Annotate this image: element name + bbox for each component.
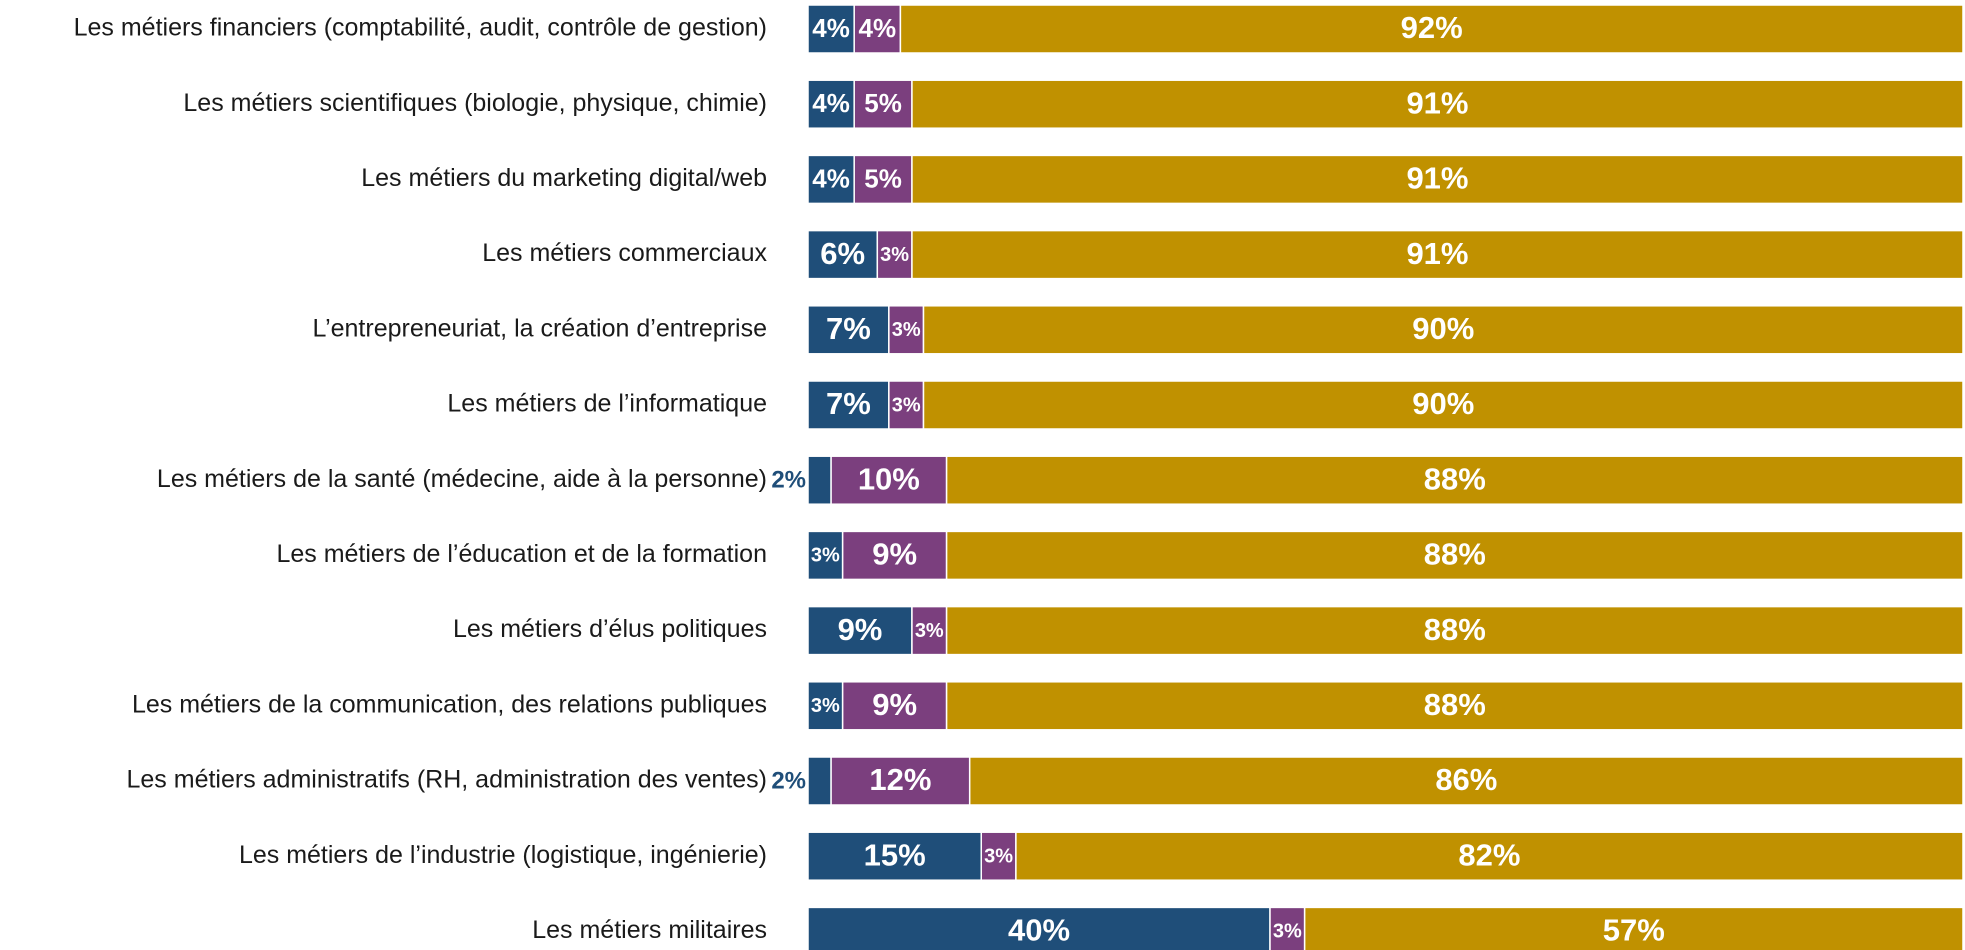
value-label: 10% xyxy=(858,461,920,496)
category-label: Les métiers financiers (comptabilité, au… xyxy=(74,14,767,42)
value-label: 5% xyxy=(864,88,902,118)
bar-segment xyxy=(945,530,1964,581)
value-label: 6% xyxy=(820,236,865,271)
bar-segment xyxy=(807,681,844,731)
category-label: Les métiers de la santé (médecine, aide … xyxy=(157,465,767,493)
bar-segment xyxy=(807,154,855,205)
value-label: 5% xyxy=(864,163,902,193)
value-label: 7% xyxy=(826,311,871,346)
category-label: Les métiers du marketing digital/web xyxy=(361,164,767,192)
value-label: 3% xyxy=(811,695,840,717)
value-label: 88% xyxy=(1424,537,1486,572)
value-label: 88% xyxy=(1424,461,1486,496)
category-label: Les métiers de l’informatique xyxy=(447,390,767,418)
value-label: 3% xyxy=(892,319,921,341)
bar-segment xyxy=(911,229,1964,280)
bar-segment xyxy=(911,79,1964,129)
bar-segment xyxy=(853,154,913,205)
bar-segment xyxy=(922,305,1964,355)
value-label: 82% xyxy=(1458,837,1520,872)
category-label: Les métiers de l’industrie (logistique, … xyxy=(239,841,767,869)
value-label: 9% xyxy=(872,687,917,722)
value-label: 3% xyxy=(984,845,1013,867)
bar-segment xyxy=(911,154,1964,205)
value-label: 91% xyxy=(1406,85,1468,120)
value-label: 12% xyxy=(869,762,931,797)
bar-segment xyxy=(807,906,1271,950)
value-label: 4% xyxy=(859,13,897,43)
bar-segment xyxy=(1015,831,1964,881)
bar-segment xyxy=(841,530,948,581)
value-label: 3% xyxy=(1273,921,1302,943)
bar-segment xyxy=(888,380,925,430)
bar-segment xyxy=(807,4,855,54)
value-label: 2% xyxy=(771,467,806,494)
value-label: 92% xyxy=(1401,10,1463,45)
bar-segment xyxy=(911,605,948,656)
category-label: Les métiers commerciaux xyxy=(482,239,767,267)
bar-segment xyxy=(807,380,890,430)
bar-segment xyxy=(1269,906,1306,950)
bar-segment xyxy=(888,305,925,355)
value-label: 4% xyxy=(812,88,850,118)
bar-segment xyxy=(807,455,832,505)
value-label: 3% xyxy=(892,394,921,416)
value-label: 3% xyxy=(880,244,909,266)
bar-segment xyxy=(807,756,832,806)
category-label: Les métiers d’élus politiques xyxy=(453,615,767,643)
bar-segment xyxy=(807,530,844,581)
value-label: 3% xyxy=(915,620,944,642)
bar-segment xyxy=(807,229,879,280)
value-label: 88% xyxy=(1424,687,1486,722)
bar-segment xyxy=(830,455,948,505)
value-label: 57% xyxy=(1603,913,1665,948)
category-label: L’entrepreneuriat, la création d’entrepr… xyxy=(313,314,767,342)
category-label: Les métiers de l’éducation et de la form… xyxy=(276,540,767,568)
value-label: 90% xyxy=(1412,386,1474,421)
category-label: Les métiers de la communication, des rel… xyxy=(132,690,767,718)
value-label: 40% xyxy=(1008,913,1070,948)
value-label: 4% xyxy=(812,13,850,43)
bar-segment xyxy=(853,79,913,129)
value-label: 88% xyxy=(1424,612,1486,647)
value-label: 4% xyxy=(812,163,850,193)
value-label: 9% xyxy=(872,537,917,572)
category-label: Les métiers administratifs (RH, administ… xyxy=(126,766,767,794)
bar-segment xyxy=(922,380,1964,430)
bar-segment xyxy=(841,681,948,731)
value-label: 91% xyxy=(1406,236,1468,271)
value-label: 90% xyxy=(1412,311,1474,346)
value-label: 86% xyxy=(1435,762,1497,797)
bar-segment xyxy=(807,305,890,355)
category-label: Les métiers militaires xyxy=(532,916,767,944)
bar-segment xyxy=(853,4,902,54)
value-label: 2% xyxy=(771,767,806,794)
category-label: Les métiers scientifiques (biologie, phy… xyxy=(183,89,767,117)
bar-segment xyxy=(968,756,1964,806)
value-label: 91% xyxy=(1406,161,1468,196)
value-label: 3% xyxy=(811,545,840,567)
bar-segment xyxy=(945,605,1964,656)
value-label: 9% xyxy=(838,612,883,647)
value-label: 15% xyxy=(864,837,926,872)
bar-segment xyxy=(899,4,1964,54)
bar-segment xyxy=(945,455,1964,505)
value-label: 7% xyxy=(826,386,871,421)
bar-segment xyxy=(945,681,1964,731)
bar-segment xyxy=(1303,906,1964,950)
